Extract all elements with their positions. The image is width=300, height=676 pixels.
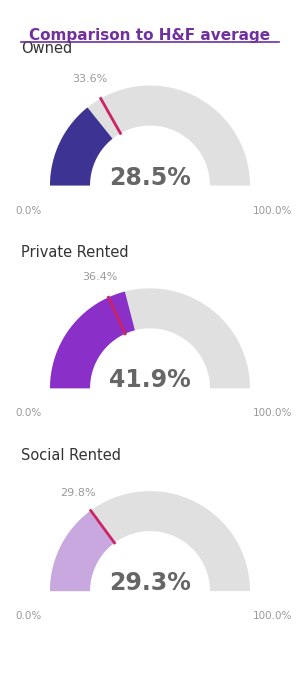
Text: Private Rented: Private Rented	[21, 245, 129, 260]
Text: 0.0%: 0.0%	[15, 206, 41, 216]
Text: 0.0%: 0.0%	[15, 611, 41, 621]
Text: Comparison to H&F average: Comparison to H&F average	[29, 28, 271, 43]
Text: 0.0%: 0.0%	[15, 408, 41, 418]
Text: 29.8%: 29.8%	[60, 488, 95, 498]
Text: 100.0%: 100.0%	[252, 611, 292, 621]
Text: 100.0%: 100.0%	[252, 206, 292, 216]
Polygon shape	[50, 86, 250, 185]
Text: 36.4%: 36.4%	[82, 272, 117, 283]
Text: Owned: Owned	[21, 41, 72, 55]
Polygon shape	[50, 491, 250, 591]
Polygon shape	[50, 291, 135, 388]
Text: 28.5%: 28.5%	[109, 166, 191, 189]
Text: 41.9%: 41.9%	[109, 368, 191, 392]
Text: 29.3%: 29.3%	[109, 571, 191, 595]
Polygon shape	[50, 107, 112, 185]
Text: 100.0%: 100.0%	[252, 408, 292, 418]
Text: Social Rented: Social Rented	[21, 448, 121, 462]
Polygon shape	[50, 512, 114, 591]
Polygon shape	[50, 289, 250, 388]
Text: 33.6%: 33.6%	[72, 74, 107, 84]
